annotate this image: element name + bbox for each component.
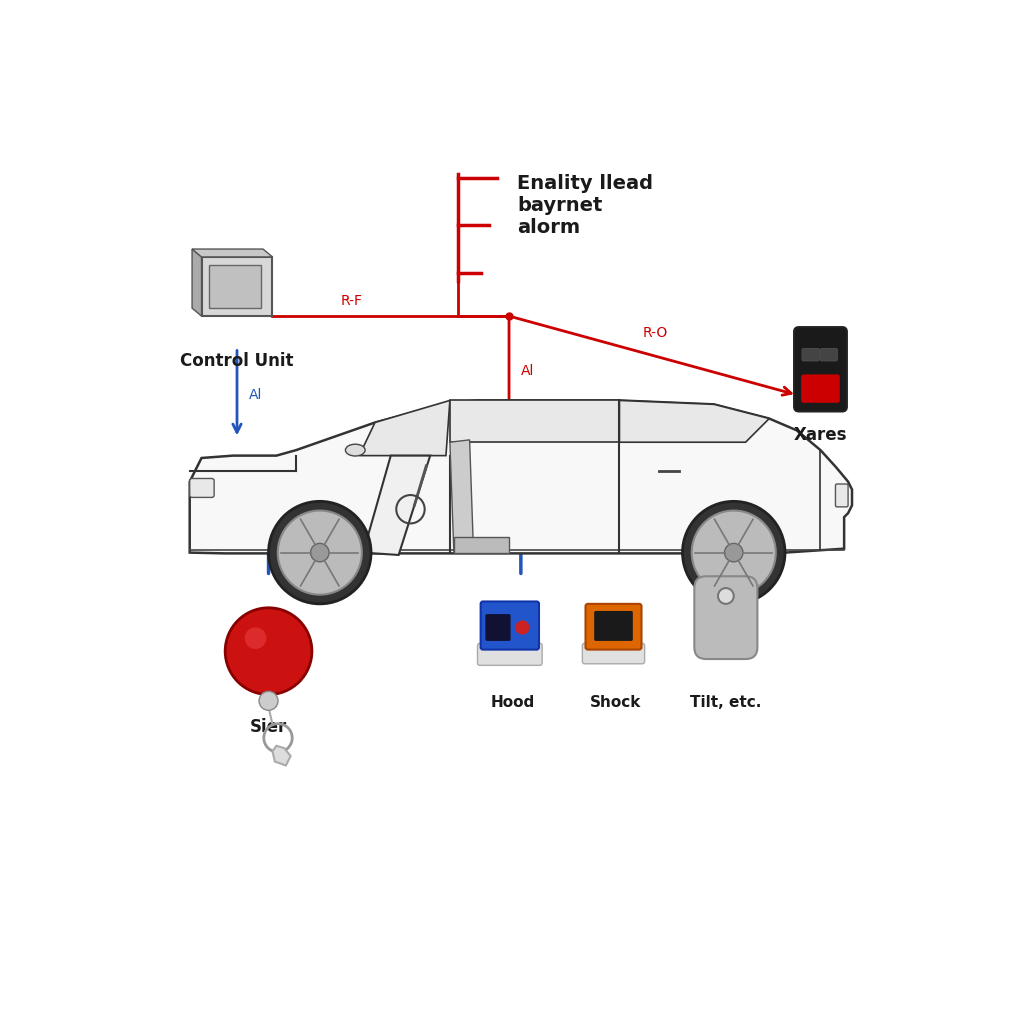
Text: Al: Al <box>249 388 262 401</box>
Circle shape <box>259 691 278 711</box>
Text: Arl: Arl <box>281 529 299 544</box>
FancyBboxPatch shape <box>794 327 847 412</box>
Polygon shape <box>454 537 509 553</box>
Circle shape <box>278 511 361 595</box>
Circle shape <box>718 588 734 604</box>
Polygon shape <box>193 249 272 257</box>
Circle shape <box>682 502 785 604</box>
FancyBboxPatch shape <box>694 577 758 659</box>
Circle shape <box>245 628 266 649</box>
FancyBboxPatch shape <box>801 375 840 402</box>
Circle shape <box>268 502 371 604</box>
FancyBboxPatch shape <box>202 257 272 316</box>
Polygon shape <box>272 745 291 766</box>
Polygon shape <box>364 456 430 555</box>
Text: -IO: -IO <box>736 526 756 540</box>
Text: Hood: Hood <box>490 694 536 710</box>
Text: Control Unit: Control Unit <box>180 351 294 370</box>
Text: Sier: Sier <box>250 718 287 736</box>
Circle shape <box>515 621 529 635</box>
Circle shape <box>692 511 776 595</box>
Text: Enality llead
bayrnet
alorm: Enality llead bayrnet alorm <box>517 174 653 238</box>
Polygon shape <box>450 440 473 553</box>
Polygon shape <box>193 249 202 316</box>
Circle shape <box>725 544 743 562</box>
FancyBboxPatch shape <box>485 614 511 641</box>
FancyBboxPatch shape <box>836 484 848 507</box>
Circle shape <box>225 608 312 694</box>
Text: Tilt, etc.: Tilt, etc. <box>690 694 762 710</box>
Text: R-F: R-F <box>340 294 362 308</box>
Text: Shock: Shock <box>590 694 641 710</box>
FancyBboxPatch shape <box>189 478 214 498</box>
Polygon shape <box>620 400 769 442</box>
Polygon shape <box>189 400 852 553</box>
FancyBboxPatch shape <box>583 643 645 664</box>
Text: Xares: Xares <box>794 426 847 444</box>
FancyBboxPatch shape <box>477 643 542 666</box>
Ellipse shape <box>345 444 366 456</box>
Text: R-O: R-O <box>642 326 668 340</box>
FancyBboxPatch shape <box>210 265 261 308</box>
Polygon shape <box>359 400 450 456</box>
Polygon shape <box>450 400 620 442</box>
Text: Al: Al <box>521 365 535 378</box>
FancyBboxPatch shape <box>586 604 641 649</box>
FancyBboxPatch shape <box>480 601 539 649</box>
FancyBboxPatch shape <box>594 611 633 641</box>
FancyBboxPatch shape <box>820 348 838 361</box>
Text: N-l alow: N-l alow <box>532 529 589 544</box>
FancyBboxPatch shape <box>802 348 819 361</box>
Circle shape <box>310 544 329 562</box>
